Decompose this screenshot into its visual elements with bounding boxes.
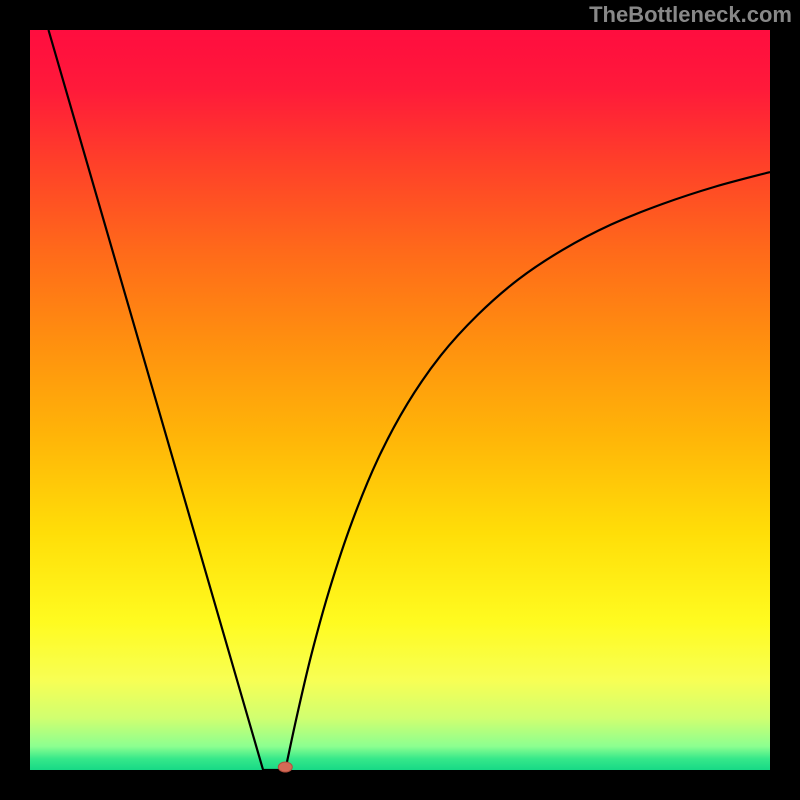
- optimum-marker: [278, 762, 292, 772]
- v-curve-path: [49, 30, 771, 770]
- watermark-text: TheBottleneck.com: [589, 2, 792, 28]
- chart-frame: TheBottleneck.com: [0, 0, 800, 800]
- bottleneck-curve: [0, 0, 800, 800]
